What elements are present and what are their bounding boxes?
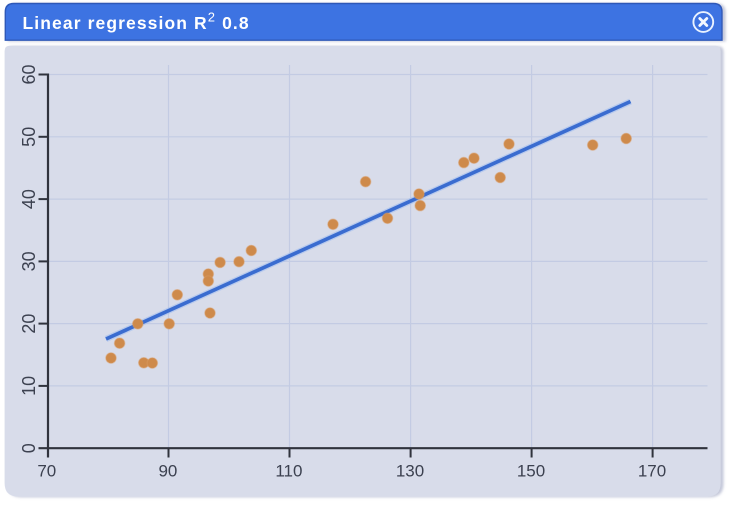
svg-text:60: 60 xyxy=(19,64,39,84)
svg-text:130: 130 xyxy=(396,462,424,481)
svg-text:170: 170 xyxy=(638,462,666,481)
svg-text:50: 50 xyxy=(19,127,39,147)
svg-text:Linear regression R2 0.8: Linear regression R2 0.8 xyxy=(23,10,250,33)
svg-text:40: 40 xyxy=(19,189,39,209)
svg-text:70: 70 xyxy=(37,462,56,481)
svg-text:20: 20 xyxy=(19,314,39,334)
svg-text:90: 90 xyxy=(158,462,177,481)
svg-text:10: 10 xyxy=(19,376,39,396)
svg-text:150: 150 xyxy=(517,462,545,481)
svg-text:30: 30 xyxy=(19,251,39,271)
svg-text:110: 110 xyxy=(275,462,302,481)
svg-text:0: 0 xyxy=(19,443,39,453)
